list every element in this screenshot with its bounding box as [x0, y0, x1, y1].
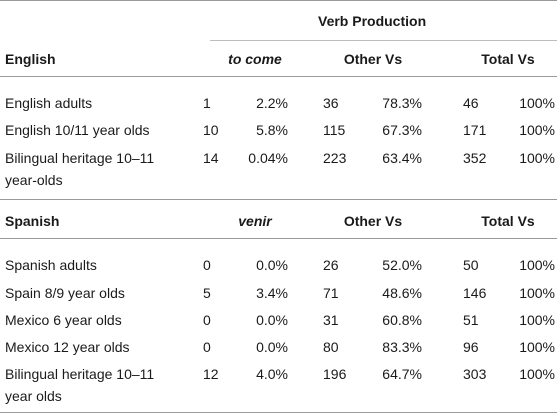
cell-p3: 100% [519, 95, 555, 111]
cell-p3: 100% [519, 257, 555, 273]
row-label: Bilingual heritage 10–11 [5, 366, 155, 382]
row-label: year-olds [5, 172, 63, 188]
row-label: Spain 8/9 year olds [5, 285, 125, 301]
cell-n1: 1 [203, 95, 211, 111]
row-label: Spanish adults [5, 257, 97, 273]
row-label: Mexico 6 year olds [5, 312, 122, 328]
bottom-rule [0, 412, 557, 413]
group-label: venir [238, 213, 272, 229]
cell-p1: 0.0% [256, 257, 288, 273]
row-label: Mexico 12 year olds [5, 339, 130, 355]
cell-n2: 80 [323, 339, 339, 355]
cell-p2: 67.3% [382, 122, 422, 138]
cell-p3: 100% [519, 122, 555, 138]
cell-n2: 31 [323, 312, 339, 328]
group-label: to come [228, 51, 282, 67]
cell-p2: 83.3% [382, 339, 422, 355]
cell-p1: 3.4% [256, 285, 288, 301]
group-label: Total Vs [481, 213, 535, 229]
cell-p3: 100% [519, 150, 555, 166]
row-label: English adults [5, 95, 93, 111]
cell-p3: 100% [519, 339, 555, 355]
cell-p1: 0.04% [248, 150, 288, 166]
cell-p1: 0.0% [256, 339, 288, 355]
cell-n2: 26 [323, 257, 339, 273]
cell-n2: 223 [323, 150, 347, 166]
cell-n2: 196 [323, 366, 347, 382]
cell-n3: 146 [463, 285, 487, 301]
cell-n2: 36 [323, 95, 339, 111]
table-title: Verb Production [318, 13, 427, 29]
cell-p1: 5.8% [256, 122, 288, 138]
group-label: Other Vs [343, 51, 403, 67]
section-heading: Spanish [5, 213, 60, 229]
cell-n2: 71 [323, 285, 339, 301]
cell-n1: 10 [203, 122, 219, 138]
section-divider [0, 199, 557, 200]
section-header-rule [0, 76, 557, 77]
cell-n2: 115 [323, 122, 346, 138]
group-label: Other Vs [343, 213, 403, 229]
group-label: Total Vs [481, 51, 535, 67]
cell-n3: 303 [463, 366, 487, 382]
row-label: Bilingual heritage 10–11 [5, 150, 155, 166]
cell-p3: 100% [519, 285, 555, 301]
cell-p3: 100% [519, 366, 555, 382]
cell-n1: 0 [203, 339, 211, 355]
cell-p2: 63.4% [382, 150, 422, 166]
section-heading: English [5, 51, 56, 67]
cell-p1: 4.0% [256, 366, 288, 382]
cell-p3: 100% [519, 312, 555, 328]
cell-n1: 5 [203, 285, 211, 301]
cell-n1: 0 [203, 257, 211, 273]
section-header-rule [0, 238, 557, 239]
cell-n1: 14 [203, 150, 219, 166]
cell-p1: 0.0% [256, 312, 288, 328]
cell-n3: 51 [463, 312, 479, 328]
row-label: English 10/11 year olds [5, 122, 150, 138]
cell-n1: 0 [203, 312, 211, 328]
title-underline [210, 40, 557, 41]
cell-p2: 60.8% [382, 312, 422, 328]
cell-n3: 171 [463, 122, 487, 138]
row-label: year olds [5, 388, 62, 404]
cell-n3: 50 [463, 257, 479, 273]
cell-p2: 64.7% [382, 366, 422, 382]
cell-p1: 2.2% [256, 95, 288, 111]
cell-n3: 352 [463, 150, 487, 166]
cell-n1: 12 [203, 366, 219, 382]
cell-n3: 96 [463, 339, 479, 355]
cell-p2: 48.6% [382, 285, 422, 301]
cell-n3: 46 [463, 95, 479, 111]
cell-p2: 52.0% [382, 257, 422, 273]
top-rule [0, 0, 557, 1]
cell-p2: 78.3% [382, 95, 422, 111]
